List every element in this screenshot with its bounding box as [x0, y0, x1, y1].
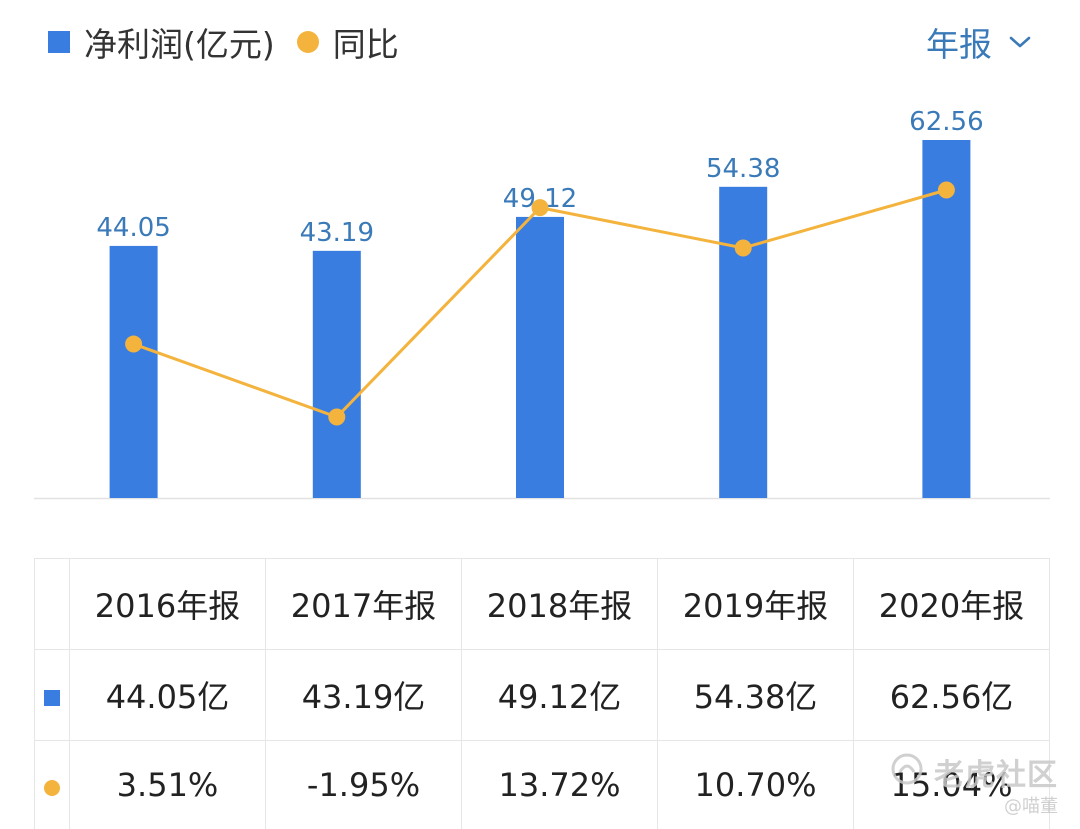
- yoy-point-2018年报: [532, 199, 549, 216]
- yoy-point-2020年报: [938, 182, 955, 199]
- bar-2017年报: [313, 251, 361, 498]
- watermark: 老虎社区 @喵董: [918, 750, 1058, 820]
- legend-bar-swatch: [48, 31, 70, 53]
- table-cell-yoy: 13.72%: [462, 741, 658, 829]
- table-cell-profit: 49.12亿: [462, 650, 658, 741]
- table-header-cell: 2019年报: [658, 559, 854, 650]
- period-selector[interactable]: 年报: [926, 18, 1032, 66]
- bar-value-label: 62.56: [909, 107, 983, 137]
- table-cell-yoy: -1.95%: [266, 741, 462, 829]
- watermark-main: 老虎社区: [934, 750, 1058, 794]
- table-cell-profit: 43.19亿: [266, 650, 462, 741]
- table-cell-yoy: 10.70%: [658, 741, 854, 829]
- table-cell-profit: 44.05亿: [70, 650, 266, 741]
- square-marker-icon: [44, 690, 60, 706]
- period-selector-label: 年报: [926, 18, 992, 66]
- legend-item-profit[interactable]: 净利润(亿元): [48, 18, 275, 66]
- table-cell-profit: 62.56亿: [854, 650, 1050, 741]
- bar-value-label: 54.38: [706, 154, 780, 184]
- yoy-point-2017年报: [328, 409, 345, 426]
- row-marker-square: [35, 650, 70, 741]
- chevron-down-icon: [1008, 34, 1032, 50]
- bar-2016年报: [110, 246, 158, 498]
- yoy-point-2019年报: [735, 239, 752, 256]
- table-header-cell: 2018年报: [462, 559, 658, 650]
- bar-2019年报: [719, 187, 767, 498]
- row-marker-dot: [35, 741, 70, 829]
- legend-label-yoy: 同比: [333, 18, 399, 66]
- table-row-profit: 44.05亿 43.19亿 49.12亿 54.38亿 62.56亿: [35, 650, 1050, 741]
- bar-value-label: 43.19: [300, 218, 374, 248]
- yoy-point-2016年报: [125, 336, 142, 353]
- table-header-row: 2016年报 2017年报 2018年报 2019年报 2020年报: [35, 559, 1050, 650]
- table-cell-profit: 54.38亿: [658, 650, 854, 741]
- table-header-cell: 2016年报: [70, 559, 266, 650]
- table-cell-yoy: 3.51%: [70, 741, 266, 829]
- table-corner-cell: [35, 559, 70, 650]
- tiger-logo-icon: [890, 752, 924, 786]
- legend-label-profit: 净利润(亿元): [84, 18, 275, 66]
- legend-item-yoy[interactable]: 同比: [297, 18, 399, 66]
- watermark-sub: @喵董: [1004, 792, 1058, 818]
- table-header-cell: 2020年报: [854, 559, 1050, 650]
- table-header-cell: 2017年报: [266, 559, 462, 650]
- dot-marker-icon: [44, 780, 60, 796]
- data-table: 2016年报 2017年报 2018年报 2019年报 2020年报 44.05…: [34, 558, 1050, 829]
- chart-legend: 净利润(亿元) 同比: [48, 18, 421, 66]
- bar-2018年报: [516, 217, 564, 498]
- legend-dot-swatch: [297, 31, 319, 53]
- bar-value-label: 44.05: [96, 213, 170, 243]
